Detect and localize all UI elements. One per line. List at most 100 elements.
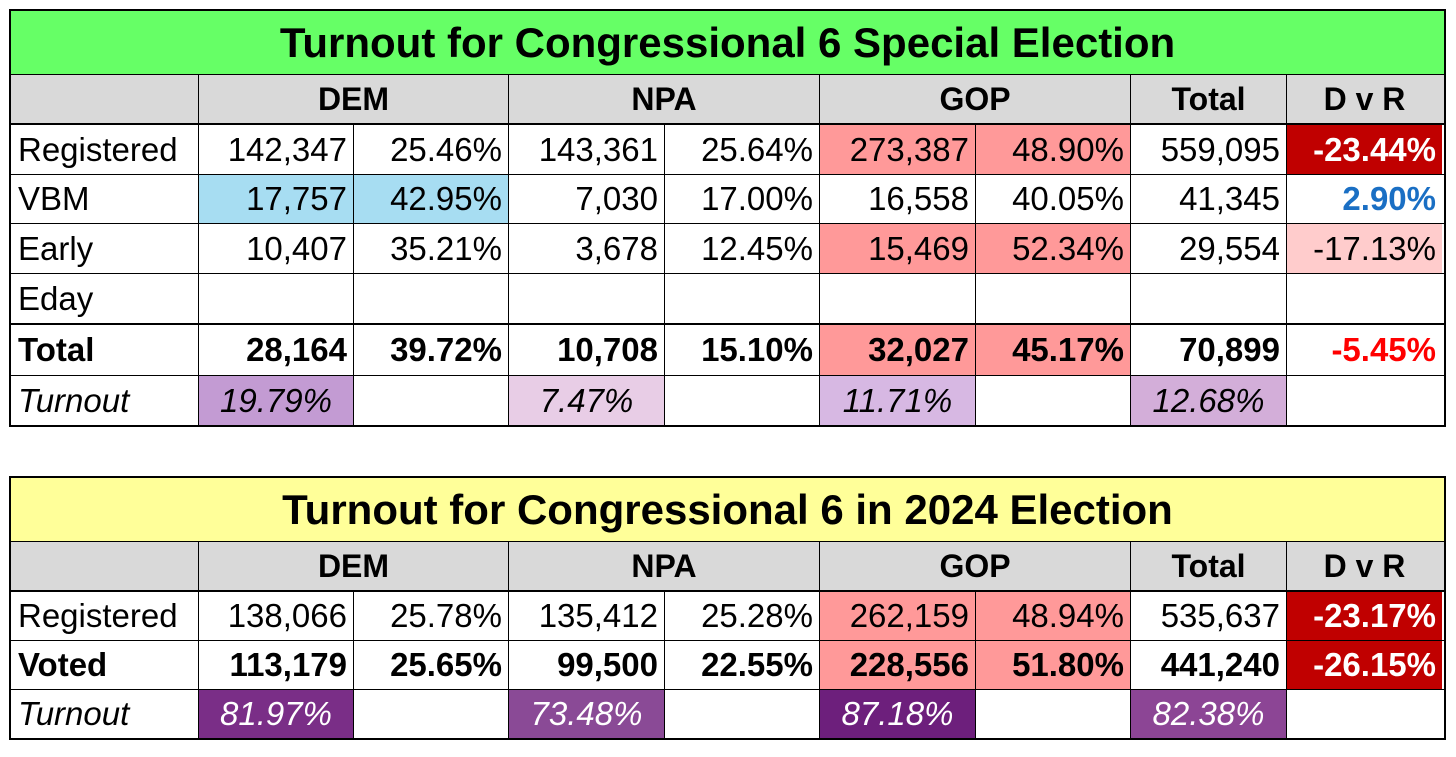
gop-pct: 48.90%: [976, 125, 1131, 174]
row-label: Registered: [11, 592, 199, 640]
header-dem: DEM: [199, 75, 509, 123]
npa-blank: [665, 690, 820, 738]
header-dvr: D v R: [1323, 80, 1406, 117]
dem-pct: 42.95%: [354, 175, 509, 223]
total-turnout: 82.38%: [1131, 690, 1287, 738]
gop-count: 32,027: [820, 325, 976, 375]
header-total: Total: [1131, 542, 1287, 590]
gop-count: 273,387: [820, 125, 976, 174]
header-blank: [11, 542, 199, 590]
header-dvr: D v R: [1323, 547, 1406, 584]
table-row-voted: Voted 113,179 25.65% 99,500 22.55% 228,5…: [11, 641, 1444, 690]
header-gop: GOP: [820, 542, 1131, 590]
npa-count: 3,678: [509, 224, 665, 273]
npa-turnout: 7.47%: [509, 376, 665, 425]
header-gop: GOP: [820, 75, 1131, 123]
dem-pct: 39.72%: [354, 325, 509, 375]
table-row-vbm: VBM 17,757 42.95% 7,030 17.00% 16,558 40…: [11, 175, 1444, 224]
npa-count: 143,361: [509, 125, 665, 174]
npa-turnout: 73.48%: [509, 690, 665, 738]
table-row-registered: Registered 138,066 25.78% 135,412 25.28%…: [11, 592, 1444, 641]
total-count: 441,240: [1131, 641, 1287, 689]
dem-blank: [354, 376, 509, 425]
row-label: Turnout: [11, 690, 199, 738]
dem-count: 113,179: [199, 641, 354, 689]
header-row: DEM NPA GOP Total D v R: [11, 75, 1444, 125]
row-label: Registered: [11, 125, 199, 174]
dem-count: [199, 274, 354, 323]
dvr-blank: [1287, 376, 1442, 425]
total-count: 29,554: [1131, 224, 1287, 273]
npa-count: 135,412: [509, 592, 665, 640]
row-label: Voted: [11, 641, 199, 689]
header-npa: NPA: [509, 75, 820, 123]
gop-count: 228,556: [820, 641, 976, 689]
table-row-eday: Eday: [11, 274, 1444, 324]
dem-turnout: 81.97%: [199, 690, 354, 738]
npa-pct: 17.00%: [665, 175, 820, 223]
gop-turnout: 11.71%: [820, 376, 976, 425]
dvr-value: -26.15%: [1287, 641, 1442, 689]
total-count: 70,899: [1131, 325, 1287, 375]
npa-blank: [665, 376, 820, 425]
special-election-table: Turnout for Congressional 6 Special Elec…: [9, 9, 1446, 427]
gop-blank: [976, 376, 1131, 425]
dem-count: 10,407: [199, 224, 354, 273]
header-total: Total: [1131, 75, 1287, 123]
dvr-value: -17.13%: [1287, 224, 1442, 273]
dem-pct: 35.21%: [354, 224, 509, 273]
gop-turnout: 87.18%: [820, 690, 976, 738]
npa-pct: 25.28%: [665, 592, 820, 640]
npa-count: 10,708: [509, 325, 665, 375]
gop-blank: [976, 690, 1131, 738]
npa-count: 99,500: [509, 641, 665, 689]
table-row-registered: Registered 142,347 25.46% 143,361 25.64%…: [11, 125, 1444, 175]
election-2024-table: Turnout for Congressional 6 in 2024 Elec…: [9, 476, 1446, 740]
gop-pct: 52.34%: [976, 224, 1131, 273]
gop-count: 262,159: [820, 592, 976, 640]
gop-pct: 45.17%: [976, 325, 1131, 375]
dem-pct: 25.65%: [354, 641, 509, 689]
dem-count: 17,757: [199, 175, 354, 223]
header-dem: DEM: [199, 542, 509, 590]
total-count: 559,095: [1131, 125, 1287, 174]
dem-blank: [354, 690, 509, 738]
table-row-total: Total 28,164 39.72% 10,708 15.10% 32,027…: [11, 324, 1444, 376]
gop-pct: 51.80%: [976, 641, 1131, 689]
total-count: [1131, 274, 1287, 323]
dvr-value: 2.90%: [1342, 180, 1436, 217]
npa-pct: 15.10%: [665, 325, 820, 375]
row-label: Eday: [11, 274, 199, 323]
dem-turnout: 19.79%: [199, 376, 354, 425]
npa-pct: 25.64%: [665, 125, 820, 174]
dem-count: 28,164: [199, 325, 354, 375]
dvr-value: -23.17%: [1287, 592, 1442, 640]
header-npa: NPA: [509, 542, 820, 590]
dem-pct: [354, 274, 509, 323]
gop-count: [820, 274, 976, 323]
npa-count: [509, 274, 665, 323]
npa-pct: 12.45%: [665, 224, 820, 273]
dem-count: 142,347: [199, 125, 354, 174]
total-turnout: 12.68%: [1131, 376, 1287, 425]
total-count: 41,345: [1131, 175, 1287, 223]
table-title: Turnout for Congressional 6 Special Elec…: [11, 11, 1444, 75]
row-label: Total: [11, 325, 199, 375]
total-count: 535,637: [1131, 592, 1287, 640]
row-label: VBM: [11, 175, 199, 223]
row-label: Turnout: [11, 376, 199, 425]
dvr-blank: [1287, 690, 1442, 738]
dvr-value: -5.45%: [1331, 331, 1436, 368]
npa-count: 7,030: [509, 175, 665, 223]
table-row-turnout: Turnout 81.97% 73.48% 87.18% 82.38%: [11, 690, 1444, 738]
gop-count: 16,558: [820, 175, 976, 223]
gop-count: 15,469: [820, 224, 976, 273]
dvr-value: -23.44%: [1287, 125, 1442, 174]
dem-count: 138,066: [199, 592, 354, 640]
gop-pct: [976, 274, 1131, 323]
table-row-early: Early 10,407 35.21% 3,678 12.45% 15,469 …: [11, 224, 1444, 274]
header-row: DEM NPA GOP Total D v R: [11, 542, 1444, 592]
dem-pct: 25.78%: [354, 592, 509, 640]
table-row-turnout: Turnout 19.79% 7.47% 11.71% 12.68%: [11, 376, 1444, 425]
table-title: Turnout for Congressional 6 in 2024 Elec…: [11, 478, 1444, 542]
